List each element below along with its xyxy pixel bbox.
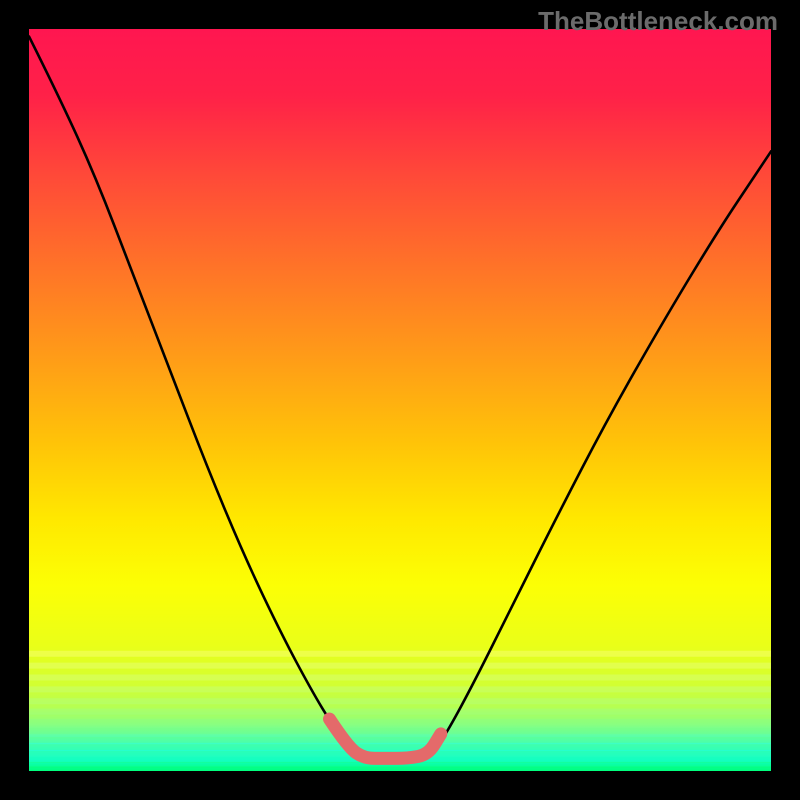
plot-area <box>29 29 771 771</box>
watermark-text: TheBottleneck.com <box>538 6 778 37</box>
plot-svg <box>29 29 771 771</box>
chart-frame: TheBottleneck.com <box>0 0 800 800</box>
gradient-background <box>29 29 771 771</box>
